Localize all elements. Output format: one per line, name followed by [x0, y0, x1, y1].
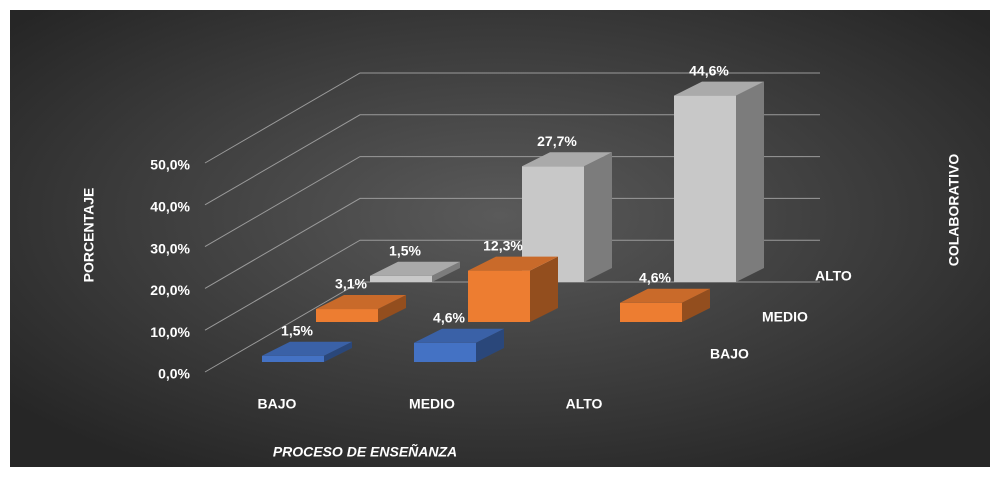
bar-front [370, 275, 432, 282]
bar-side [736, 81, 764, 283]
grid-line [204, 156, 820, 248]
bar-front [414, 342, 476, 362]
grid-line [204, 239, 820, 331]
y-tick-label: 0,0% [158, 366, 190, 382]
bar [468, 256, 558, 322]
data-label: 27,7% [537, 133, 577, 149]
bar [674, 81, 764, 283]
bar-side [476, 328, 504, 362]
bar-side [432, 261, 460, 282]
bar-top [414, 328, 504, 343]
bar-front [620, 302, 682, 322]
bar-top [468, 256, 558, 271]
bar-front [468, 270, 530, 322]
y-tick-label: 40,0% [150, 199, 190, 215]
data-label: 44,6% [689, 62, 729, 78]
legend-label: MEDIO [762, 309, 808, 325]
grid-line [204, 72, 820, 164]
y-axis-title: PORCENTAJE [81, 188, 97, 283]
plot-background [10, 10, 990, 467]
bar [414, 328, 504, 362]
data-label: 1,5% [281, 322, 313, 338]
x-tick-label: MEDIO [409, 396, 455, 412]
x-axis-title: PROCESO DE ENSEÑANZA [273, 443, 457, 460]
bar-front [316, 309, 378, 322]
data-label: 12,3% [483, 237, 523, 253]
bar-side [324, 341, 352, 362]
bar [316, 295, 406, 322]
bar-front [262, 355, 324, 362]
bar-side [530, 256, 558, 322]
y-tick-label: 30,0% [150, 240, 190, 256]
bar [262, 341, 352, 362]
bar-front [674, 95, 736, 283]
legend-label: BAJO [710, 346, 749, 362]
bar-top [522, 152, 612, 167]
legend-label: ALTO [815, 268, 852, 284]
bar-side [584, 152, 612, 282]
bar-top [262, 341, 352, 356]
y-tick-label: 20,0% [150, 282, 190, 298]
data-label: 4,6% [639, 269, 671, 285]
grid-line [204, 197, 820, 289]
bar-top [674, 81, 764, 96]
y-tick-label: 10,0% [150, 324, 190, 340]
bar-top [316, 295, 406, 310]
bar-top [370, 261, 460, 276]
data-label: 4,6% [433, 309, 465, 325]
bar-side [682, 288, 710, 322]
data-label: 3,1% [335, 276, 367, 292]
bar-side [378, 295, 406, 322]
y-tick-label: 50,0% [150, 157, 190, 173]
data-label: 1,5% [389, 242, 421, 258]
x-tick-label: ALTO [566, 396, 603, 412]
grid-line [204, 114, 820, 206]
z-axis-title: COLABORATIVO [946, 154, 962, 267]
bar [620, 288, 710, 322]
x-tick-label: BAJO [258, 396, 297, 412]
bar-top [620, 288, 710, 303]
grid-line [204, 281, 820, 373]
bar [370, 261, 460, 282]
